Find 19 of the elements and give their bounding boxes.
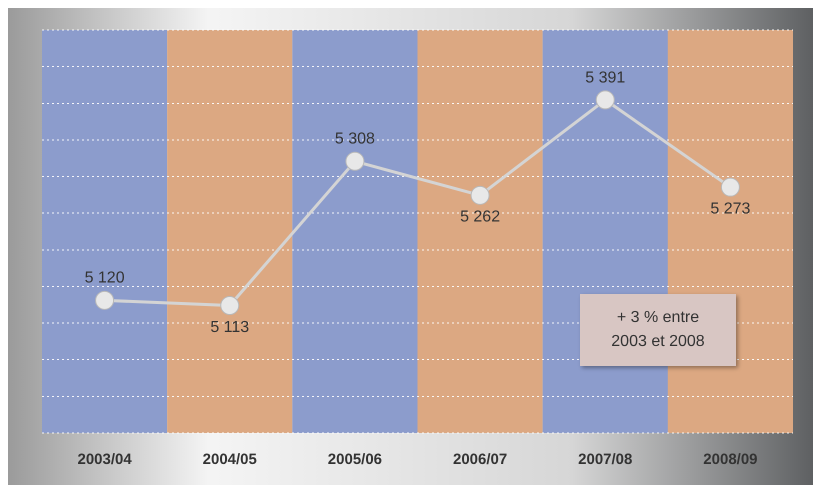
x-tick-label: 2003/04 bbox=[77, 451, 132, 468]
point bbox=[596, 90, 615, 110]
x-tick-label: 2006/07 bbox=[452, 451, 508, 468]
data-label: 5 120 bbox=[84, 270, 125, 287]
data-label: 5 391 bbox=[585, 69, 626, 86]
point bbox=[720, 178, 740, 197]
x-tick-label: 2004/05 bbox=[202, 451, 257, 468]
point bbox=[220, 296, 240, 316]
data-label: 5 262 bbox=[460, 208, 500, 226]
data-label: 5 273 bbox=[710, 200, 751, 218]
point bbox=[345, 152, 364, 171]
data-label: 5 308 bbox=[334, 130, 376, 148]
x-tick-label: 2005/06 bbox=[328, 451, 382, 468]
note-box: + 3 % entre 2003 et 2008 bbox=[580, 294, 736, 366]
data-label: 5 113 bbox=[210, 318, 250, 336]
point bbox=[470, 186, 490, 205]
point bbox=[95, 290, 114, 310]
x-tick-label: 2007/08 bbox=[578, 451, 632, 468]
x-tick-label: 2008/09 bbox=[703, 451, 758, 468]
